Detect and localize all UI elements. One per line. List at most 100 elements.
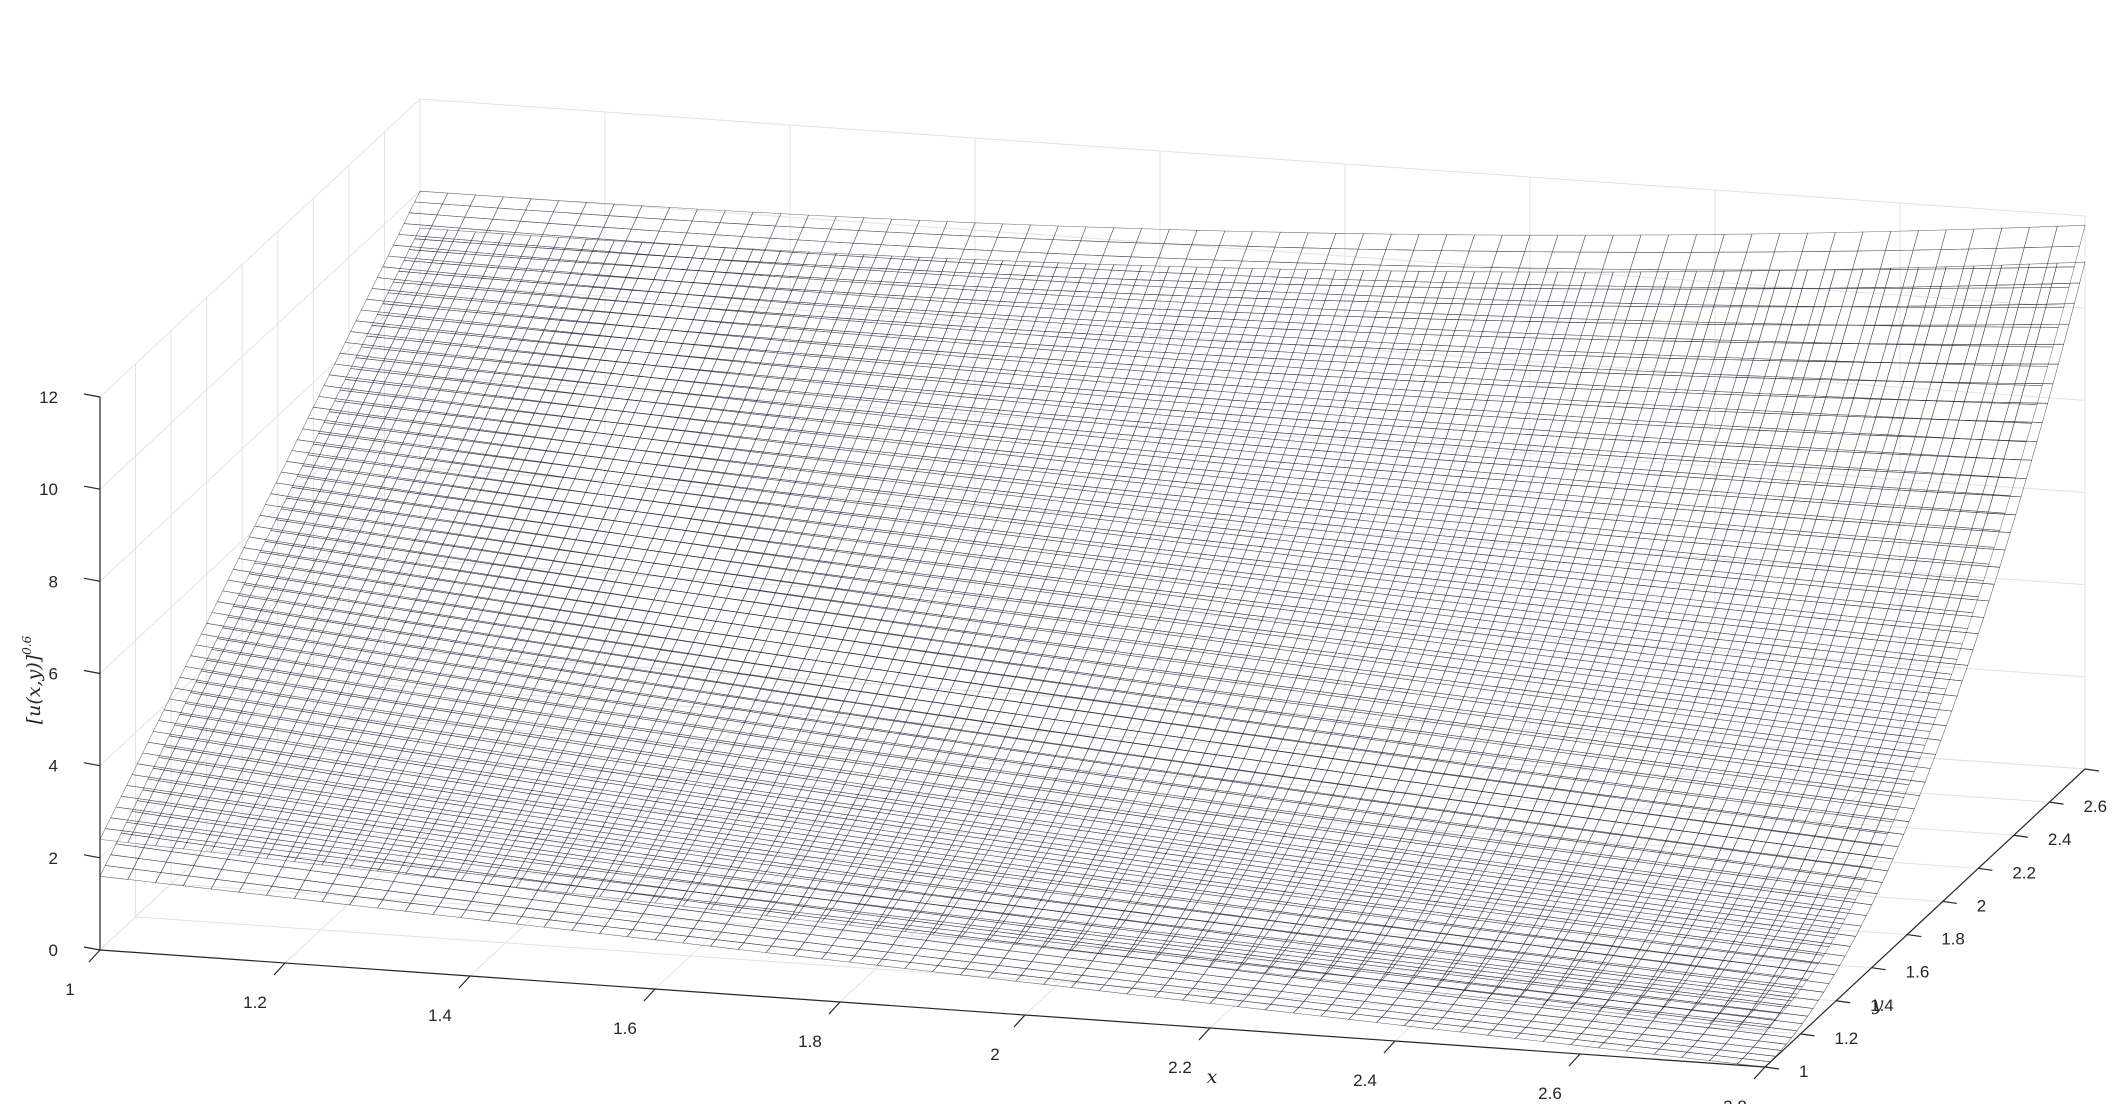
surface-patch [1375,1016,1411,1026]
surface-patch [1126,987,1161,998]
surface-patch [1459,383,1494,401]
surface-patch [464,850,499,865]
surface-patch [1476,378,1511,397]
surface-patch [1170,685,1204,702]
surface-patch [1426,397,1460,415]
surface-patch [1664,763,1699,781]
surface-patch [412,410,447,427]
surface-patch [444,344,479,360]
surface-patch [1531,418,1566,437]
surface-patch [822,734,857,751]
surface-patch [99,865,134,880]
grid-line [469,677,791,977]
surface-patch [1123,848,1158,863]
surface-patch [274,753,309,770]
surface-patch [1430,692,1465,710]
surface-patch [265,588,300,605]
surface-patch [404,902,439,915]
surface-patch [1012,832,1047,848]
surface-patch [1338,832,1373,849]
surface-patch [1196,622,1231,640]
surface-patch [1700,554,1735,573]
surface-patch [1393,373,1427,392]
surface-patch [1383,478,1418,497]
surface-patch [898,324,933,341]
surface-patch [2019,346,2054,367]
surface-patch [948,943,983,956]
surface-patch [1906,659,1941,679]
surface-patch [1454,837,1489,853]
surface-patch [1599,471,1633,490]
surface-patch [1236,962,1271,975]
surface-patch [919,893,954,907]
surface-patch [1981,420,2015,441]
surface-patch [1875,399,1910,419]
surface-patch [1819,397,1854,417]
surface-patch [669,858,704,873]
surface-patch [476,882,511,897]
surface-patch [1025,293,1060,310]
surface-patch [1940,228,1975,250]
surface-patch [1278,891,1313,906]
surface-patch [1496,673,1531,691]
surface-patch [249,621,284,638]
surface-patch [245,690,280,707]
surface-patch [575,213,610,228]
surface-patch [418,765,453,782]
surface-patch [276,866,311,881]
surface-patch [998,291,1032,308]
surface-patch [1403,380,1438,398]
surface-patch [1411,866,1446,881]
surface-patch [1764,803,1799,821]
surface-patch [120,821,155,838]
surface-patch [446,425,481,442]
surface-patch [363,756,398,773]
surface-patch [823,471,858,488]
surface-patch [587,897,622,911]
surface-patch [1913,325,1948,346]
surface-patch [331,516,366,533]
surface-patch [1412,919,1447,934]
surface-patch [592,888,627,902]
surface-patch [382,890,417,904]
surface-patch [1418,959,1453,972]
surface-patch [928,460,963,477]
surface-patch [809,926,844,939]
surface-patch [748,927,783,940]
surface-patch [1751,1001,1786,1014]
surface-patch [1892,399,1927,419]
surface-patch [1920,437,1955,457]
surface-patch [1445,913,1480,928]
surface-patch [302,417,337,434]
surface-patch [1886,791,1921,810]
surface-patch [1358,310,1393,328]
surface-patch [1397,317,1432,335]
surface-patch [1880,380,1915,401]
surface-patch [1231,744,1266,762]
surface-patch [543,919,578,931]
surface-patch [1629,252,1664,270]
surface-patch [1808,306,1843,326]
surface-patch [317,667,352,684]
surface-patch [1752,342,1787,362]
surface-patch [325,527,360,544]
surface-patch [1321,414,1356,432]
surface-patch [1459,1026,1494,1036]
surface-patch [994,807,1029,823]
surface-patch [344,331,379,346]
surface-patch [682,936,717,947]
surface-patch [1098,713,1133,731]
surface-patch [947,312,982,328]
surface-patch [460,909,495,922]
surface-patch [991,622,1026,639]
surface-patch [296,465,331,481]
surface-patch [794,730,829,747]
surface-patch [1047,629,1082,647]
surface-patch [1735,306,1770,326]
surface-patch [1670,389,1705,408]
surface-patch [1458,696,1493,714]
surface-patch [1795,979,1830,993]
surface-patch [1893,487,1928,508]
surface-patch [1015,320,1050,337]
surface-patch [433,366,468,382]
